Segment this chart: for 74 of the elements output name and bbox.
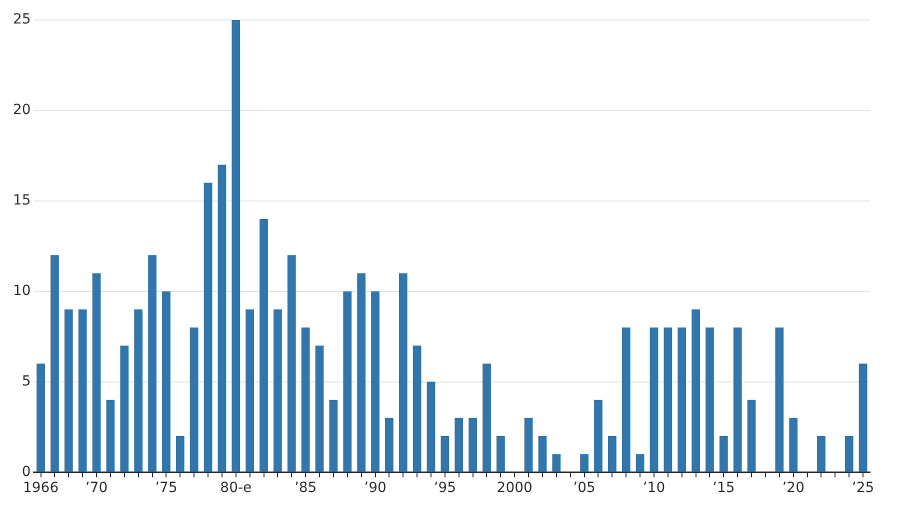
bar bbox=[343, 291, 352, 472]
y-tick-label: 15 bbox=[12, 192, 31, 209]
bar bbox=[190, 327, 198, 472]
x-tick-label: ’90 bbox=[364, 480, 386, 496]
bar bbox=[454, 418, 464, 472]
bar bbox=[412, 346, 422, 472]
bar bbox=[719, 436, 728, 472]
x-tick-label: ’05 bbox=[573, 480, 596, 496]
bar bbox=[176, 436, 184, 472]
bar bbox=[858, 364, 868, 472]
bar bbox=[650, 327, 658, 472]
bar bbox=[301, 327, 310, 472]
x-tick-label: 1966 bbox=[22, 480, 59, 496]
bar bbox=[678, 327, 686, 472]
bar bbox=[538, 436, 547, 472]
bar bbox=[636, 454, 644, 472]
x-tick-label: ’95 bbox=[434, 480, 456, 496]
x-tick-label: ’15 bbox=[712, 480, 735, 496]
bar bbox=[733, 327, 742, 472]
bar bbox=[552, 454, 561, 472]
bar bbox=[287, 255, 296, 472]
bar bbox=[162, 291, 170, 472]
bar bbox=[260, 218, 268, 472]
bar bbox=[594, 400, 602, 472]
bar bbox=[692, 309, 700, 472]
x-tick-label: 80-e bbox=[220, 480, 252, 496]
x-tick-label: 2000 bbox=[496, 480, 532, 496]
bar bbox=[398, 273, 408, 472]
bar bbox=[274, 309, 282, 472]
bar bbox=[148, 255, 156, 472]
bar bbox=[426, 382, 436, 472]
bar bbox=[482, 364, 491, 472]
bar bbox=[664, 327, 672, 472]
bar bbox=[844, 436, 854, 472]
bar bbox=[64, 309, 73, 472]
bar bbox=[789, 418, 798, 472]
bar bbox=[315, 346, 324, 472]
bar bbox=[120, 346, 129, 472]
bar bbox=[622, 327, 630, 472]
bar bbox=[608, 436, 616, 472]
y-tick-label: 20 bbox=[12, 102, 31, 118]
bar bbox=[357, 273, 366, 472]
x-tick-label: ’85 bbox=[294, 480, 317, 496]
bar bbox=[232, 20, 240, 472]
bar bbox=[106, 400, 115, 472]
bar bbox=[134, 309, 143, 472]
bar bbox=[468, 418, 477, 472]
x-tick-label: ’75 bbox=[155, 480, 178, 496]
x-tick-label: ’10 bbox=[642, 480, 666, 496]
x-tick-label: ’70 bbox=[85, 480, 108, 496]
bar bbox=[747, 400, 756, 472]
y-tick-label: 0 bbox=[22, 464, 31, 480]
bar bbox=[580, 454, 588, 472]
y-tick-label: 25 bbox=[12, 12, 31, 28]
bar bbox=[92, 273, 101, 472]
bar bbox=[371, 291, 380, 472]
bar bbox=[775, 327, 784, 472]
x-tick-label: ’20 bbox=[782, 480, 804, 496]
bar bbox=[817, 436, 826, 472]
x-tick-label: ’25 bbox=[852, 480, 874, 496]
bar bbox=[78, 309, 87, 472]
bar bbox=[524, 418, 533, 472]
bar bbox=[204, 182, 212, 472]
bar bbox=[246, 309, 254, 472]
y-tick-label: 5 bbox=[22, 373, 31, 390]
bar bbox=[706, 327, 714, 472]
y-tick-label: 10 bbox=[12, 282, 31, 299]
bar bbox=[36, 364, 45, 472]
bar bbox=[496, 436, 505, 472]
bar bbox=[50, 255, 59, 472]
bar bbox=[329, 400, 338, 472]
bar bbox=[218, 164, 226, 472]
bar bbox=[385, 418, 394, 472]
bar bbox=[440, 436, 450, 472]
